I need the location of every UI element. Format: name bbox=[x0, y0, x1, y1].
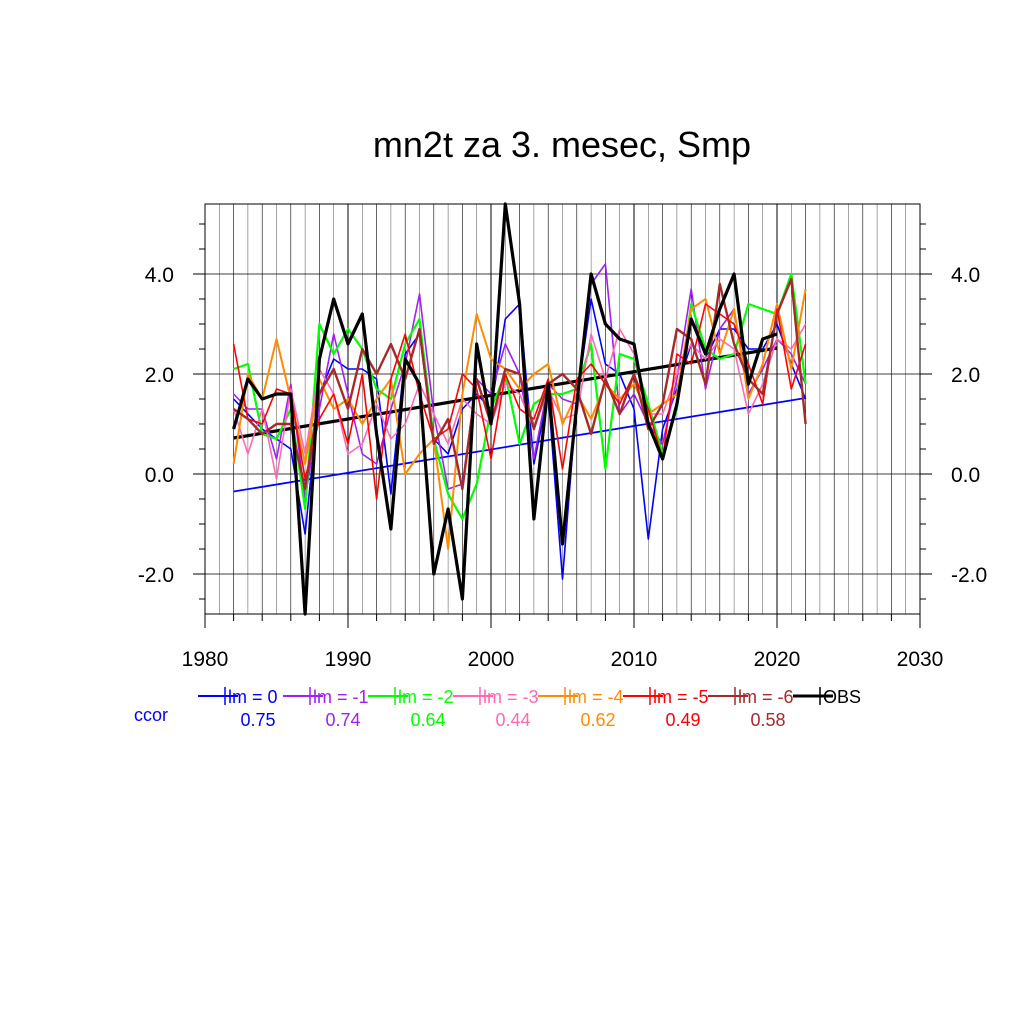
x-tick-label: 1990 bbox=[325, 648, 372, 671]
series-line bbox=[232, 303, 807, 500]
y-tick-label-left: -2.0 bbox=[138, 564, 174, 587]
y-tick-label-right: 4.0 bbox=[951, 264, 980, 287]
series-lines bbox=[232, 202, 807, 616]
axis-tick-labels: 1980 1990 2000 2010 2020 2030 -2.0 -2.0 0.0 0.0 2.… bbox=[138, 264, 987, 671]
legend-correlation: 0.58 bbox=[750, 710, 785, 730]
legend-label: lm = -3 bbox=[483, 687, 539, 707]
legend-label: lm = -6 bbox=[738, 687, 794, 707]
legend-correlation: 0.75 bbox=[240, 710, 275, 730]
y-tick-label-left: 4.0 bbox=[145, 264, 174, 287]
series-line bbox=[232, 288, 807, 550]
legend-correlation: 0.74 bbox=[325, 710, 360, 730]
legend-correlation: 0.62 bbox=[580, 710, 615, 730]
x-tick-label: 1980 bbox=[182, 648, 229, 671]
y-tick-label-right: 0.0 bbox=[951, 464, 980, 487]
legend-label: lm = -5 bbox=[653, 687, 709, 707]
legend-correlation: 0.49 bbox=[665, 710, 700, 730]
x-tick-label: 2030 bbox=[897, 648, 944, 671]
legend-correlation: 0.44 bbox=[495, 710, 530, 730]
series-line bbox=[232, 277, 807, 491]
legend-label: lm = -4 bbox=[568, 687, 624, 707]
y-tick-label-right: -2.0 bbox=[951, 564, 987, 587]
series-line bbox=[232, 202, 778, 616]
legend-label: lm = -1 bbox=[313, 687, 369, 707]
axis-ticks bbox=[193, 223, 932, 628]
chart-title: mn2t za 3. mesec, Smp bbox=[373, 124, 751, 165]
legend-label: lm = -2 bbox=[398, 687, 454, 707]
y-tick-label-left: 2.0 bbox=[145, 364, 174, 387]
correlation-row-label: ccor bbox=[134, 705, 168, 725]
x-tick-label: 2010 bbox=[611, 648, 658, 671]
x-tick-label: 2000 bbox=[468, 648, 515, 671]
x-tick-label: 2020 bbox=[754, 648, 801, 671]
legend-label: OBS bbox=[823, 687, 861, 707]
y-tick-label-left: 0.0 bbox=[145, 464, 174, 487]
legend-correlation: 0.64 bbox=[410, 710, 445, 730]
legend-label: lm = 0 bbox=[228, 687, 278, 707]
legend: lm = 0 0.75 lm = -1 0.74 lm = -2 0.64 lm = -3 0… bbox=[134, 687, 861, 730]
plot-frame bbox=[204, 203, 921, 615]
y-tick-label-right: 2.0 bbox=[951, 364, 980, 387]
trend-line bbox=[233, 346, 778, 440]
